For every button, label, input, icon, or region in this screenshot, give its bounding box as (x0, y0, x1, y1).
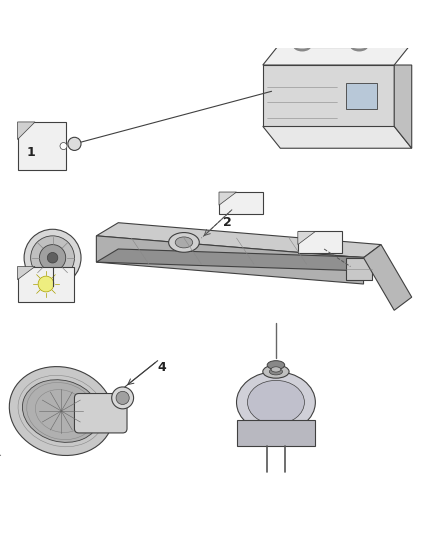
Polygon shape (96, 236, 364, 284)
Text: 4: 4 (158, 361, 166, 374)
Ellipse shape (350, 40, 368, 51)
Polygon shape (237, 420, 315, 446)
Ellipse shape (247, 381, 304, 424)
Ellipse shape (175, 237, 193, 248)
Polygon shape (219, 192, 263, 214)
Circle shape (24, 229, 81, 286)
Polygon shape (18, 266, 35, 280)
Text: 2: 2 (223, 216, 232, 229)
Circle shape (68, 138, 81, 150)
Polygon shape (18, 122, 35, 140)
Circle shape (47, 253, 58, 263)
Circle shape (116, 391, 129, 405)
Ellipse shape (271, 367, 281, 372)
Polygon shape (263, 43, 412, 65)
Polygon shape (298, 231, 315, 245)
Text: 1: 1 (26, 146, 35, 159)
Polygon shape (18, 122, 66, 170)
Ellipse shape (351, 39, 367, 49)
Circle shape (112, 387, 134, 409)
Circle shape (39, 245, 66, 271)
Polygon shape (219, 192, 237, 205)
Ellipse shape (294, 39, 310, 49)
Circle shape (60, 142, 67, 150)
Ellipse shape (293, 40, 311, 51)
Bar (346, 83, 377, 109)
Polygon shape (96, 223, 381, 258)
Ellipse shape (169, 232, 199, 252)
FancyBboxPatch shape (300, 37, 357, 47)
Ellipse shape (263, 365, 289, 378)
Ellipse shape (9, 367, 113, 456)
Circle shape (31, 236, 74, 280)
Polygon shape (364, 245, 412, 310)
Polygon shape (18, 266, 74, 302)
Polygon shape (96, 249, 381, 271)
FancyBboxPatch shape (74, 393, 127, 433)
Polygon shape (394, 65, 412, 148)
Polygon shape (298, 231, 342, 253)
Polygon shape (263, 65, 394, 126)
Ellipse shape (22, 379, 100, 442)
Circle shape (38, 276, 54, 292)
Bar (346, 258, 372, 280)
Ellipse shape (267, 361, 285, 369)
Ellipse shape (237, 372, 315, 433)
Polygon shape (263, 126, 412, 148)
Ellipse shape (269, 368, 283, 375)
